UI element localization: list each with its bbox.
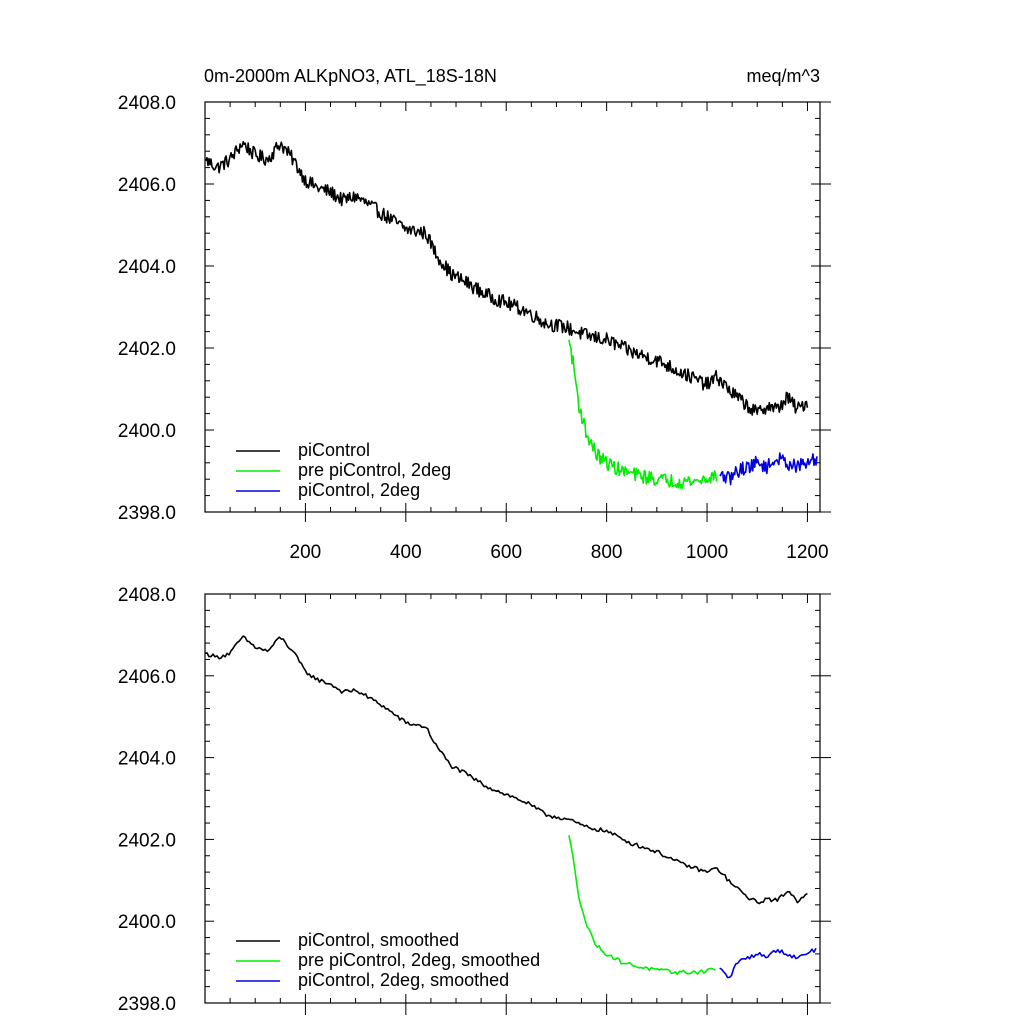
chart-units: meq/m^3 (747, 66, 820, 86)
plot-frame (204, 101, 821, 513)
series-line (204, 141, 809, 416)
y-tick-label: 2408.0 (118, 93, 176, 114)
legend-label: piControl, 2deg (298, 480, 420, 500)
x-tick-label: 600 (490, 542, 522, 563)
y-tick-label: 2400.0 (118, 912, 176, 933)
y-tick-label: 2408.0 (118, 585, 176, 606)
x-tick-label: 800 (591, 542, 623, 563)
x-tick-label: 1200 (786, 542, 828, 563)
y-tick-label: 2398.0 (118, 503, 176, 524)
y-tick-label: 2400.0 (118, 421, 176, 442)
legend-label: pre piControl, 2deg, smoothed (298, 950, 540, 970)
legend-label: piControl, smoothed (298, 930, 459, 950)
chart-title: 0m-2000m ALKpNO3, ATL_18S-18N (204, 66, 497, 87)
x-tick-label: 200 (290, 542, 322, 563)
series-line (719, 947, 817, 979)
series-line (719, 452, 818, 486)
y-tick-label: 2402.0 (118, 339, 176, 360)
plot-frame (204, 593, 821, 1004)
y-tick-label: 2402.0 (118, 830, 176, 851)
legend-label: pre piControl, 2deg (298, 460, 451, 480)
top-panel: 200 400 600 800 1000 1200 2398.0 2400.0 2402.0 24… (118, 93, 831, 563)
series-line (568, 835, 716, 975)
y-tick-label: 2404.0 (118, 257, 176, 278)
legend-label: piControl (298, 440, 370, 460)
legend-label: piControl, 2deg, smoothed (298, 970, 509, 990)
y-tick-label: 2406.0 (118, 175, 176, 196)
y-tick-label: 2406.0 (118, 667, 176, 688)
y-tick-label: 2404.0 (118, 749, 176, 770)
bottom-panel: 2398.0 2400.0 2402.0 2404.0 2406.0 2408.0 piCo… (118, 585, 831, 1015)
x-tick-label: 1000 (686, 542, 728, 563)
x-tick-label: 400 (390, 542, 422, 563)
series-line (204, 635, 808, 905)
y-tick-label: 2398.0 (118, 994, 176, 1015)
series-line (568, 339, 718, 489)
